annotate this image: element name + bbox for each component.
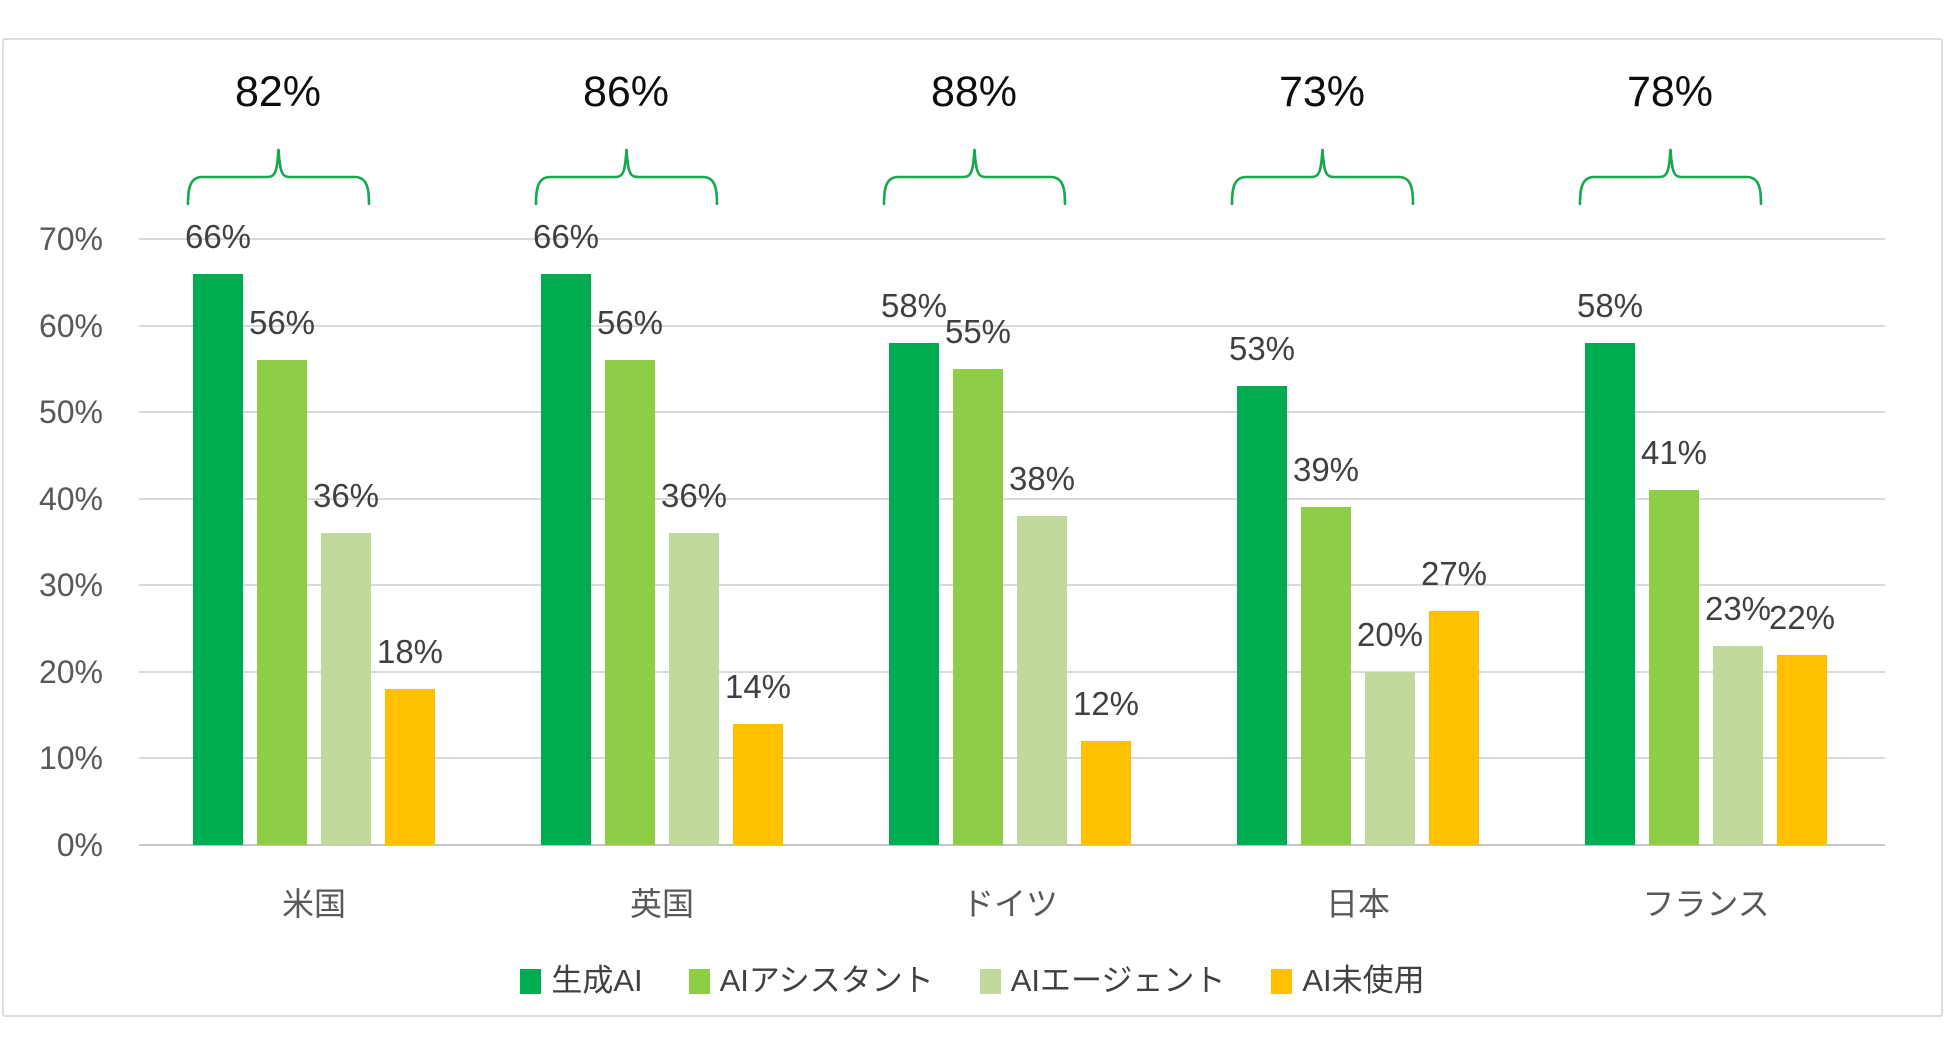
group-total-label: 82%: [234, 68, 322, 116]
bar-value-label: 41%: [1640, 434, 1708, 472]
legend: 生成AI AIアシスタント AIエージェント AI未使用: [4, 963, 1941, 999]
y-tick-label: 0%: [56, 827, 103, 863]
bar: [669, 533, 719, 845]
bar: [1429, 611, 1479, 845]
category-label: フランス: [1642, 886, 1770, 922]
y-tick-label: 30%: [38, 567, 103, 604]
bar: [321, 533, 371, 845]
legend-label: AI未使用: [1302, 963, 1425, 998]
gridline: [139, 238, 1885, 240]
y-tick-label: 20%: [38, 653, 103, 690]
y-tick-label: 10%: [38, 740, 103, 777]
category-label: ドイツ: [961, 886, 1058, 922]
bar-value-label: 14%: [724, 667, 792, 705]
bar: [1237, 386, 1287, 845]
bar: [1301, 507, 1351, 845]
bar-value-label: 66%: [532, 217, 600, 255]
bar: [1081, 741, 1131, 845]
legend-swatch-icon: [520, 968, 542, 994]
bar: [257, 360, 307, 845]
bar-value-label: 18%: [376, 633, 444, 671]
gridlines-layer: [4, 40, 1941, 1015]
bar-value-label: 39%: [1292, 451, 1360, 489]
legend-label: 生成AI: [551, 963, 643, 998]
bar-value-label: 36%: [660, 477, 728, 515]
bar-value-label: 56%: [248, 304, 316, 342]
gridline: [139, 411, 1885, 414]
group-total-label: 78%: [1626, 68, 1714, 116]
x-axis-line: [139, 844, 1885, 846]
brace-icon: [1230, 148, 1414, 205]
legend-item: AI未使用: [1271, 963, 1425, 999]
bar: [953, 368, 1003, 845]
gridline: [139, 757, 1885, 760]
bar: [1365, 671, 1415, 845]
bar-value-label: 66%: [184, 217, 252, 255]
brace-icon: [882, 148, 1066, 205]
bar-value-label: 56%: [596, 304, 664, 342]
bar: [1017, 516, 1067, 845]
legend-item: AIアシスタント: [688, 963, 934, 999]
legend-item: 生成AI: [520, 963, 643, 999]
bar: [1713, 645, 1763, 845]
brace-icon: [186, 148, 370, 205]
legend-label: AIアシスタント: [719, 963, 934, 998]
legend-swatch-icon: [979, 968, 1001, 994]
bar-value-label: 36%: [312, 477, 380, 515]
bar: [1585, 342, 1635, 845]
group-total-label: 86%: [582, 68, 670, 116]
bar: [605, 360, 655, 845]
y-tick-label: 40%: [38, 480, 103, 517]
bar-value-label: 58%: [1576, 286, 1644, 324]
bar-value-label: 53%: [1228, 330, 1296, 368]
brace-icon: [534, 148, 718, 205]
y-tick-label: 70%: [38, 221, 103, 257]
category-label: 日本: [1325, 886, 1390, 922]
category-labels: 米国 英国 ドイツ 日本 フランス: [4, 40, 1941, 1015]
category-label: 英国: [629, 886, 694, 922]
bar-value-label: 58%: [880, 286, 948, 324]
bar: [889, 342, 939, 845]
bar: [733, 723, 783, 845]
legend-swatch-icon: [688, 968, 710, 994]
y-tick-label: 60%: [38, 307, 103, 344]
y-axis-labels: 0% 10% 20% 30% 40% 50% 60% 70%: [4, 40, 1941, 1015]
bar-value-label: 38%: [1008, 460, 1076, 498]
bar-value-label: 27%: [1420, 555, 1488, 593]
bar-value-label: 23%: [1704, 589, 1772, 627]
bar: [193, 273, 243, 845]
bar: [1777, 654, 1827, 845]
group-total-label: 73%: [1278, 68, 1366, 116]
y-tick-label: 50%: [38, 394, 103, 431]
brace-icon: [1578, 148, 1762, 205]
bar-value-label: 20%: [1356, 615, 1424, 653]
legend-item: AIエージェント: [979, 963, 1226, 999]
bar-value-label: 55%: [944, 312, 1012, 350]
bar: [1649, 490, 1699, 845]
braces-layer: [4, 40, 1941, 1015]
group-totals: 82% 86% 88% 73% 78%: [4, 40, 1941, 1015]
chart-frame: 0% 10% 20% 30% 40% 50% 60% 70% 66% 56% 36% 18% 66% 5…: [2, 38, 1943, 1017]
gridline: [139, 584, 1885, 587]
legend-label: AIエージェント: [1010, 963, 1226, 998]
bar-value-label: 22%: [1768, 598, 1836, 636]
gridline: [139, 324, 1885, 327]
data-labels: 66% 56% 36% 18% 66% 56% 36% 14% 58% 55% 38% 12% 53% 3…: [4, 40, 1941, 1015]
bar: [541, 273, 591, 845]
bars-layer: [4, 40, 1941, 1015]
category-label: 米国: [281, 886, 346, 922]
gridline: [139, 497, 1885, 500]
bar: [385, 689, 435, 845]
bar-value-label: 12%: [1072, 685, 1140, 723]
gridline: [139, 670, 1885, 673]
legend-swatch-icon: [1271, 968, 1293, 994]
group-total-label: 88%: [930, 68, 1018, 116]
